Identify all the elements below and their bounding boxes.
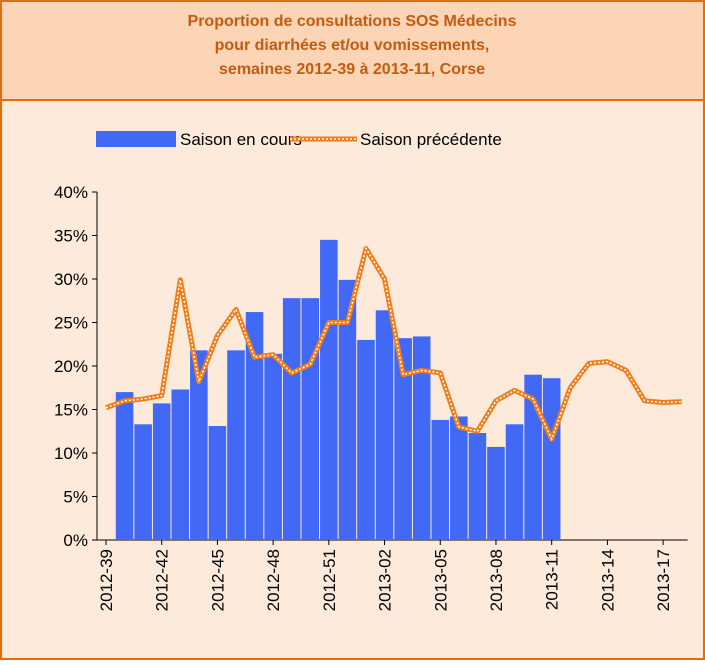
x-tick-label: 2012-51: [320, 549, 339, 611]
bar: [208, 426, 227, 540]
bar: [338, 279, 357, 540]
x-tick-label: 2013-08: [487, 549, 506, 611]
x-tick-label: 2013-14: [598, 549, 617, 611]
bar: [394, 338, 412, 540]
bar: [190, 350, 208, 540]
x-tick-label: 2013-02: [376, 549, 395, 611]
legend-label: Saison en cours: [180, 130, 302, 149]
bar: [171, 389, 190, 540]
x-tick-label: 2013-05: [431, 549, 450, 611]
bar: [505, 424, 524, 540]
bar: [450, 416, 468, 540]
y-tick-label: 25%: [54, 314, 88, 333]
bar: [115, 392, 134, 540]
y-tick-label: 0%: [63, 531, 88, 550]
x-tick-label: 2012-39: [97, 549, 116, 611]
y-tick-label: 40%: [54, 183, 88, 202]
x-tick-label: 2013-17: [654, 549, 673, 611]
y-tick-label: 30%: [54, 270, 88, 289]
y-tick-label: 5%: [63, 488, 88, 507]
bar: [468, 432, 487, 540]
bar: [320, 239, 338, 540]
x-tick-label: 2012-45: [208, 549, 227, 611]
x-tick-label: 2013-11: [543, 549, 562, 610]
bar: [301, 298, 320, 540]
bar: [282, 298, 301, 540]
y-tick-label: 10%: [54, 444, 88, 463]
bar: [227, 350, 245, 540]
bar: [487, 446, 505, 540]
y-tick-label: 15%: [54, 401, 88, 420]
chart-title: Proportion de consultations SOS Médecins: [188, 13, 517, 30]
title-box: [0, 0, 705, 101]
bar: [431, 419, 450, 540]
bar: [524, 374, 542, 540]
x-tick-label: 2012-42: [153, 549, 172, 611]
y-tick-label: 20%: [54, 357, 88, 376]
bar: [245, 312, 264, 540]
bar: [152, 403, 171, 540]
legend-swatch: [96, 131, 176, 147]
bar: [134, 424, 152, 540]
bar: [412, 336, 431, 540]
x-tick-label: 2012-48: [264, 549, 283, 611]
bar: [264, 353, 282, 540]
bar: [375, 310, 394, 540]
chart-subtitle: semaines 2012-39 à 2013-11, Corse: [219, 61, 485, 78]
bar: [357, 339, 375, 540]
bar: [542, 378, 561, 540]
y-tick-label: 35%: [54, 227, 88, 246]
chart-subtitle: pour diarrhées et/ou vomissements,: [215, 37, 490, 54]
legend-label: Saison précédente: [360, 130, 502, 149]
line-series-pattern: [105, 246, 682, 442]
